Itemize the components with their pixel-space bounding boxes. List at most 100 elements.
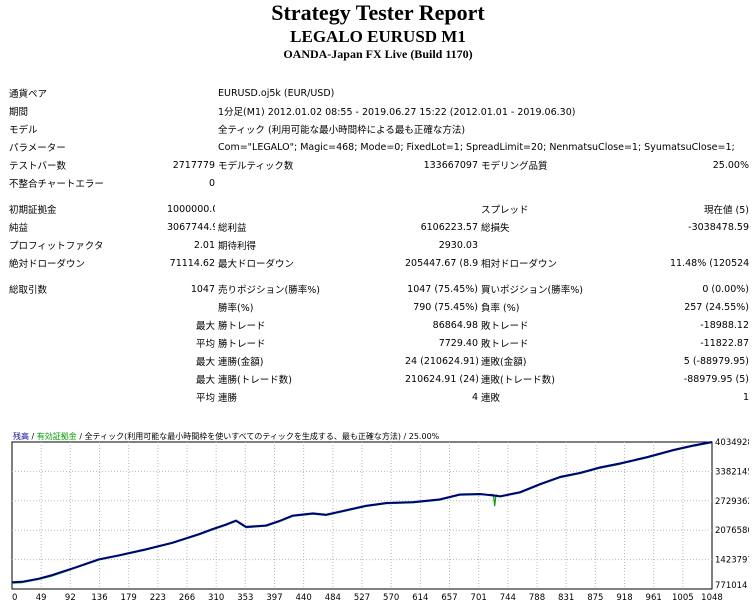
stat-label: 相対ドローダウン — [481, 259, 558, 270]
stat-value: 現在値 (5) — [704, 205, 749, 216]
stat-label: 敗トレード — [481, 339, 529, 350]
x-tick-label: 310 — [208, 593, 224, 603]
stat-value: 210624.91 (24) — [405, 373, 478, 385]
x-tick-label: 657 — [441, 593, 457, 603]
x-tick-label: 136 — [91, 593, 107, 603]
info-value: 1分足(M1) 2012.01.02 08:55 - 2019.06.27 15… — [218, 107, 576, 118]
stat-label: 勝率(%) — [218, 303, 254, 314]
stat-label: 連敗(トレード数) — [481, 375, 555, 386]
stats-row-winrate: 勝率(%) 790 (75.45%) 負率 (%) 257 (24.55%) — [9, 298, 749, 316]
stat-value: 0 — [208, 177, 215, 189]
stat-value: 205447.67 (8.96%) — [405, 257, 478, 269]
stat-value: -3038478.59 — [688, 221, 749, 233]
stat-value: -11822.87 — [700, 337, 749, 349]
x-tick-label: 49 — [36, 593, 47, 603]
stat-value: -88979.95 (5) — [683, 373, 749, 385]
stat-qualifier: 最大 — [195, 321, 215, 332]
stats-row-max-consecutive-count: 最大 連勝(トレード数) 210624.91 (24) 連敗(トレード数) -8… — [9, 370, 749, 388]
stat-label: プロフィットファクタ — [9, 241, 104, 252]
y-tick-label: 771014 — [715, 581, 747, 591]
stat-value: 0 (0.00%) — [702, 283, 749, 295]
stat-label: 連勝 — [218, 393, 238, 404]
stat-value: 133667097 — [423, 159, 478, 171]
x-tick-label: 831 — [558, 593, 574, 603]
stats-row-drawdown: 絶対ドローダウン 71114.62 最大ドローダウン 205447.67 (8.… — [9, 254, 749, 272]
info-row-pair: 通貨ペア EURUSD.oj5k (EUR/USD) — [9, 84, 749, 102]
chart-svg: 0 49 92 136 179 223 266 310 353 397 440 484 527 570 61… — [11, 438, 753, 603]
stat-value: -18988.12 — [700, 319, 749, 331]
info-value: 全ティック (利用可能な最小時間枠による最も正確な方法) — [218, 125, 466, 136]
x-tick-label: 1005 — [672, 593, 694, 603]
x-tick-label: 918 — [616, 593, 632, 603]
stats-row-average: 平均 勝トレード 7729.40 敗トレード -11822.87 — [9, 334, 749, 352]
x-tick-label: 266 — [179, 593, 195, 603]
x-tick-label: 223 — [150, 593, 166, 603]
info-row-period: 期間 1分足(M1) 2012.01.02 08:55 - 2019.06.27… — [9, 102, 749, 120]
stat-label: モデルティック数 — [218, 161, 294, 172]
stats-row-mismatch: 不整合チャートエラー 0 — [9, 174, 749, 192]
stat-label: 不整合チャートエラー — [9, 179, 104, 190]
legend-separator: / — [400, 432, 409, 441]
x-tick-label: 527 — [354, 593, 370, 603]
stat-value: 5 (-88979.95) — [683, 355, 749, 367]
legend-balance: 残高 — [13, 432, 29, 441]
x-tick-label: 1048 — [701, 593, 723, 603]
stat-label: 売りポジション(勝率%) — [218, 285, 320, 296]
stat-value: 1 — [742, 391, 749, 403]
x-tick-label: 353 — [237, 593, 253, 603]
balance-chart: 0 49 92 136 179 223 266 310 353 397 440 484 527 570 61… — [9, 430, 753, 607]
stats-row-max-consecutive: 最大 連勝(金額) 24 (210624.91) 連敗(金額) 5 (-8897… — [9, 352, 749, 370]
stat-label: 勝トレード — [218, 339, 266, 350]
stat-label: 連敗(金額) — [481, 357, 527, 368]
legend-separator: / — [29, 432, 37, 441]
x-tick-label: 961 — [646, 593, 662, 603]
info-value: EURUSD.oj5k (EUR/USD) — [218, 87, 335, 99]
x-tick-label: 0 — [12, 593, 17, 603]
stat-value: 1047 (75.45%) — [407, 283, 478, 295]
stats-row-average-consecutive: 平均 連勝 4 連敗 1 — [9, 388, 749, 406]
info-label: 期間 — [9, 107, 29, 118]
x-tick-label: 397 — [266, 593, 282, 603]
x-tick-label: 788 — [529, 593, 545, 603]
stat-value: 11.48% (120524.47) — [670, 257, 749, 269]
stat-label: 買いポジション(勝率%) — [481, 285, 583, 296]
stat-qualifier: 最大 — [195, 357, 215, 368]
stats-row-pf: プロフィットファクタ 2.01 期待利得 2930.03 — [9, 236, 749, 254]
stat-label: スプレッド — [481, 205, 529, 216]
stat-label: 勝トレード — [218, 321, 266, 332]
x-tick-label: 701 — [471, 593, 487, 603]
stat-label: テストバー数 — [9, 161, 67, 172]
x-tick-label: 744 — [500, 593, 516, 603]
stat-value: 1047 — [190, 283, 215, 295]
stats-row-trades: 総取引数 1047 売りポジション(勝率%) 1047 (75.45%) 買いポ… — [9, 280, 749, 298]
stat-value: 3067744.99 — [167, 221, 215, 233]
info-value: Com="LEGALO"; Magic=468; Mode=0; FixedLo… — [218, 141, 735, 153]
stat-value: 86864.98 — [432, 319, 478, 331]
stat-label: モデリング品質 — [481, 161, 548, 172]
stat-value: 257 (24.55%) — [684, 301, 749, 313]
y-tick-label: 2076580 — [715, 526, 749, 536]
stat-label: 絶対ドローダウン — [9, 259, 86, 270]
stat-label: 期待利得 — [218, 241, 257, 252]
x-tick-label: 179 — [121, 593, 137, 603]
info-row-model: モデル 全ティック (利用可能な最小時間枠による最も正確な方法) — [9, 120, 749, 138]
report-subtitle: LEGALO EURUSD M1 — [290, 27, 466, 46]
stat-label: 純益 — [9, 223, 29, 234]
stat-qualifier: 最大 — [195, 375, 215, 386]
y-tick-label: 3382145 — [715, 467, 749, 477]
stat-label: 総利益 — [218, 223, 247, 234]
x-tick-label: 570 — [383, 593, 399, 603]
stat-label: 敗トレード — [481, 321, 529, 332]
legend-separator: / — [76, 432, 85, 441]
stat-qualifier: 平均 — [195, 393, 215, 404]
stat-label: 連勝(金額) — [218, 357, 264, 368]
y-tick-label: 4034928 — [715, 438, 749, 448]
stat-value: 71114.62 — [169, 257, 215, 269]
stat-value: 25.00% — [712, 159, 749, 171]
balance-line — [11, 441, 713, 584]
stat-label: 総損失 — [481, 223, 510, 234]
chart-legend: 残高 / 有効証拠金 / 全ティック(利用可能な最小時間枠を使いすべてのティック… — [13, 431, 439, 442]
stat-value: 790 (75.45%) — [413, 301, 478, 313]
legend-equity: 有効証拠金 — [36, 432, 77, 441]
